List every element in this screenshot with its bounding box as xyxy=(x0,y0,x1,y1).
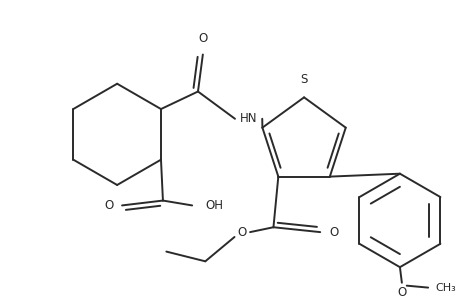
Text: O: O xyxy=(104,199,113,212)
Text: O: O xyxy=(198,32,207,45)
Text: O: O xyxy=(237,226,246,238)
Text: CH₃: CH₃ xyxy=(434,283,455,292)
Text: O: O xyxy=(397,286,406,299)
Text: OH: OH xyxy=(205,199,223,212)
Text: S: S xyxy=(300,73,307,86)
Text: O: O xyxy=(328,226,337,238)
Text: HN: HN xyxy=(239,112,257,125)
